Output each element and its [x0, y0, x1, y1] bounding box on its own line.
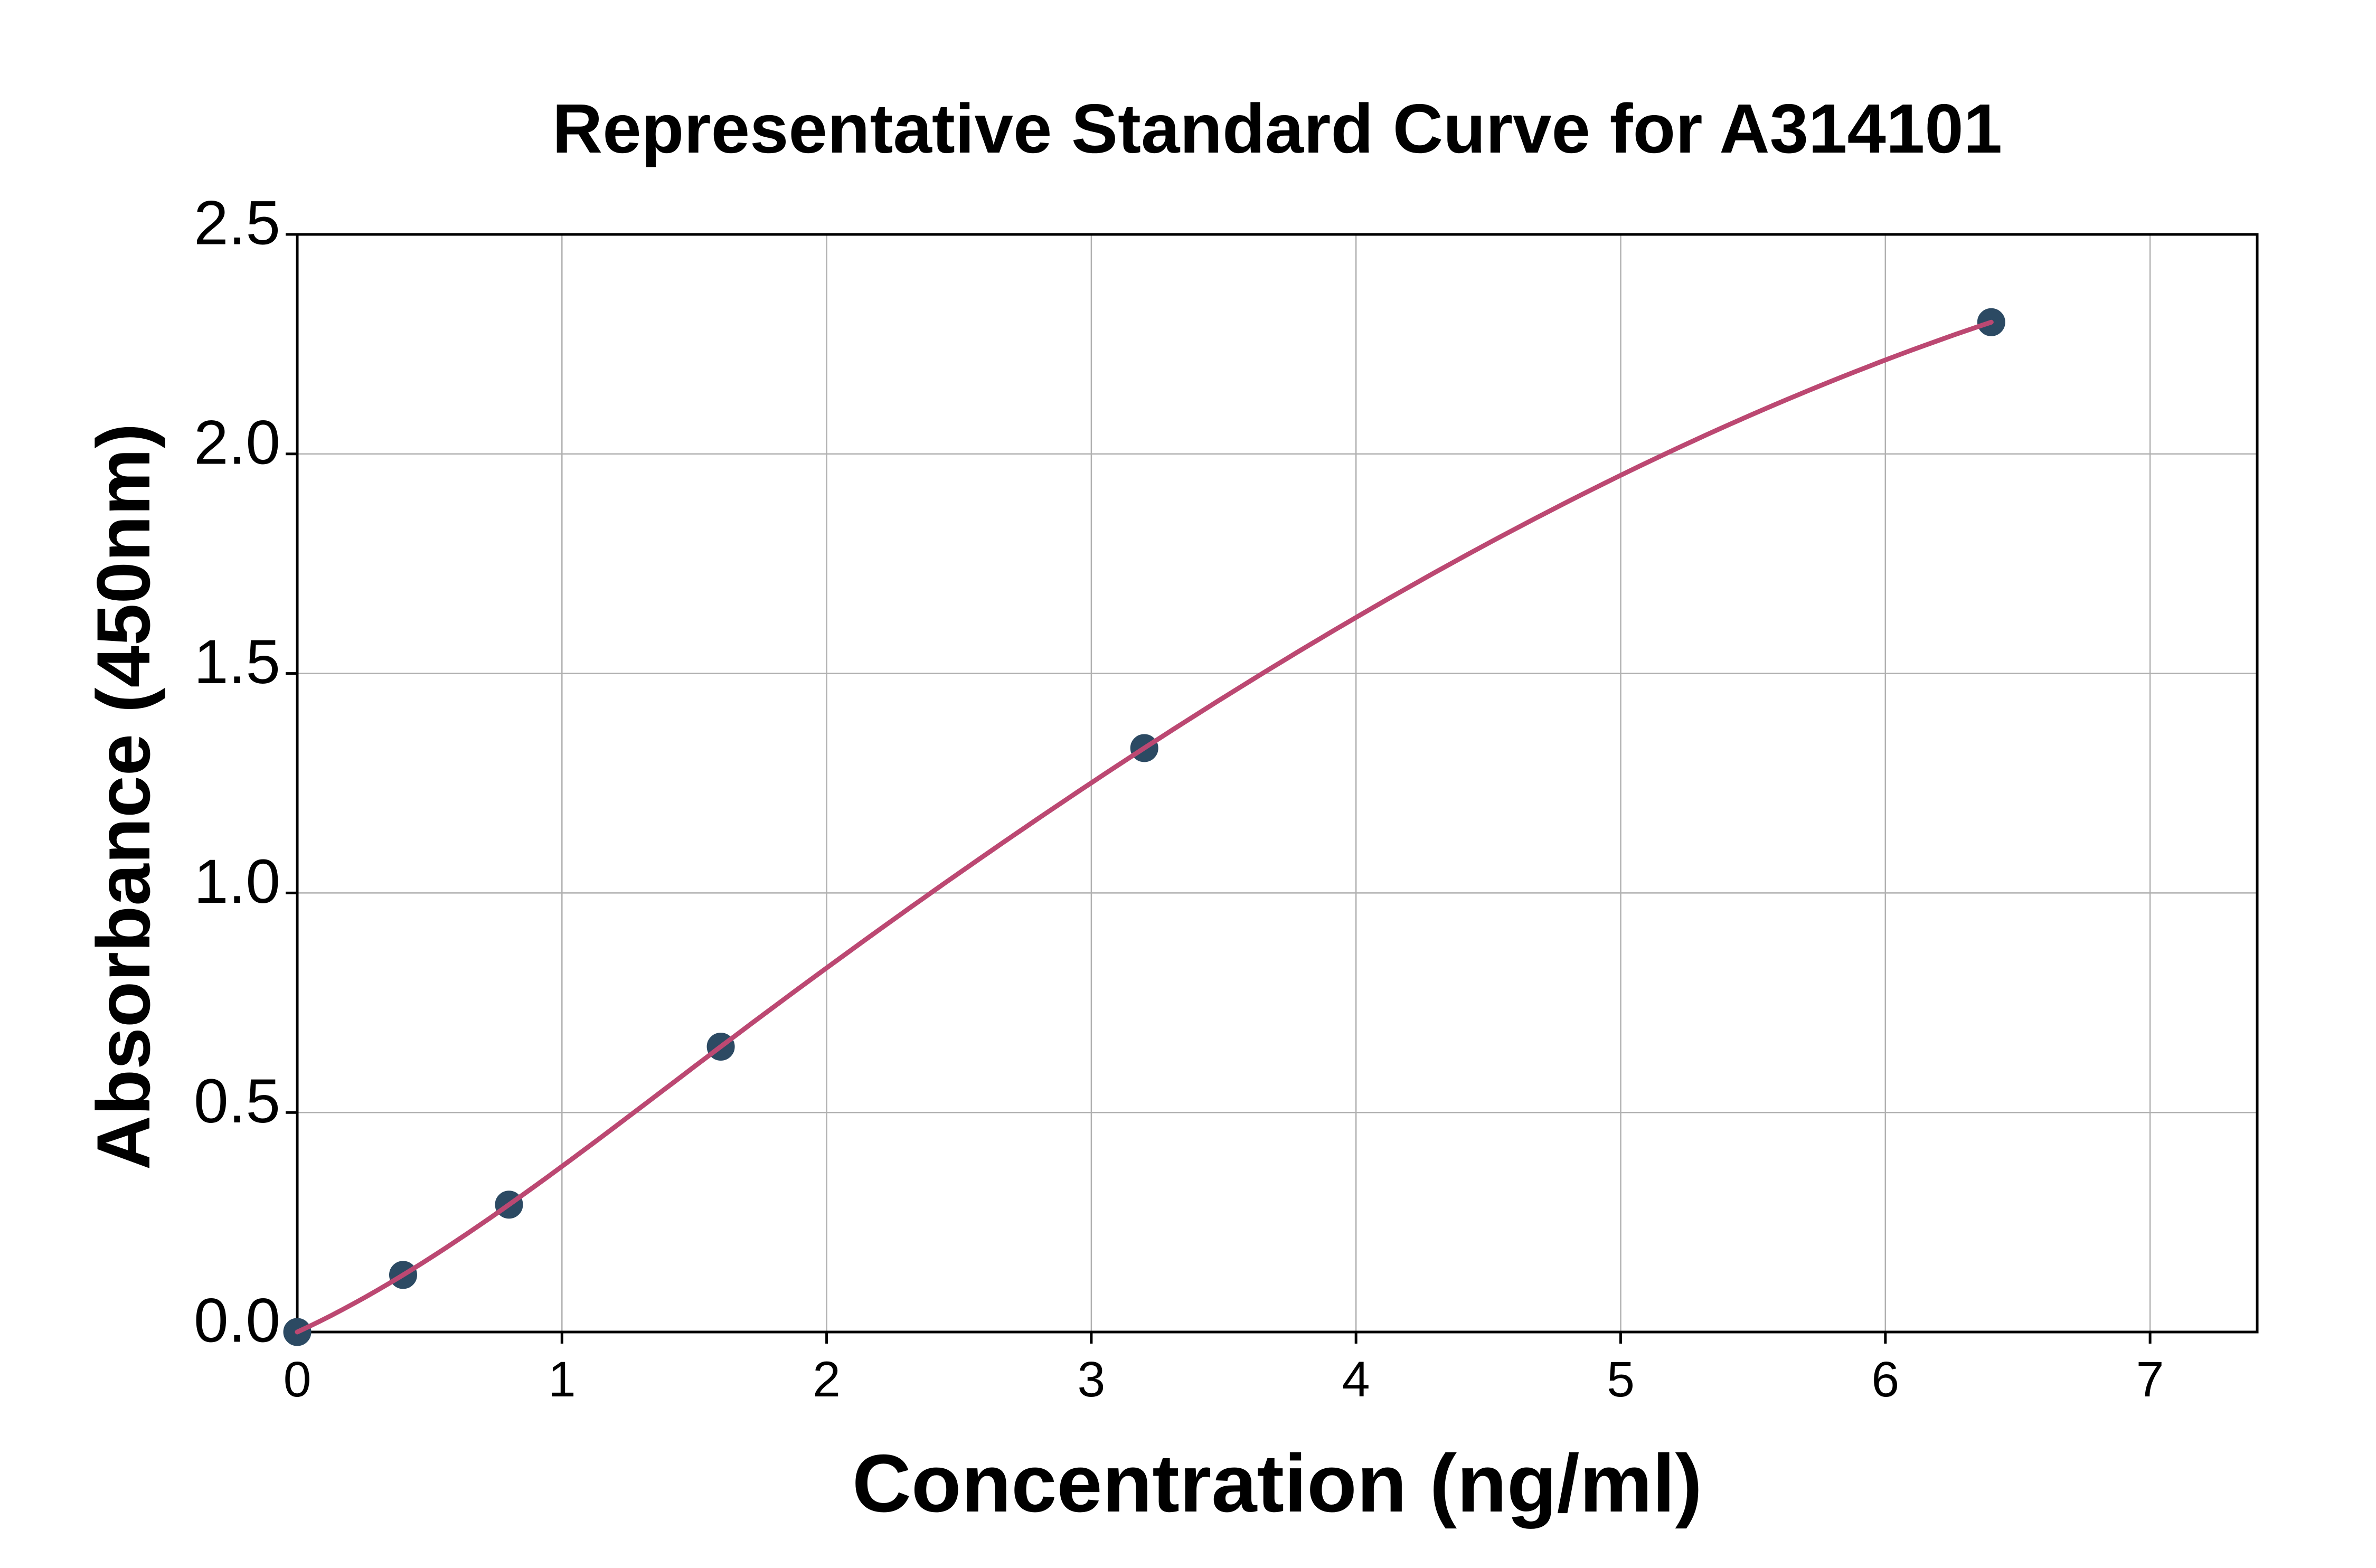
svg-text:7: 7 — [2136, 1352, 2164, 1408]
svg-text:6: 6 — [1871, 1352, 1899, 1408]
svg-text:3: 3 — [1077, 1352, 1105, 1408]
svg-text:1.5: 1.5 — [194, 627, 280, 697]
svg-text:1.0: 1.0 — [194, 847, 280, 917]
svg-text:0: 0 — [284, 1352, 312, 1408]
svg-text:5: 5 — [1607, 1352, 1635, 1408]
svg-text:2: 2 — [813, 1352, 841, 1408]
svg-text:4: 4 — [1342, 1352, 1370, 1408]
svg-text:2.5: 2.5 — [194, 188, 280, 258]
svg-text:2.0: 2.0 — [194, 408, 280, 477]
svg-text:0.5: 0.5 — [194, 1066, 280, 1136]
svg-text:1: 1 — [548, 1352, 576, 1408]
svg-text:0.0: 0.0 — [194, 1286, 280, 1356]
